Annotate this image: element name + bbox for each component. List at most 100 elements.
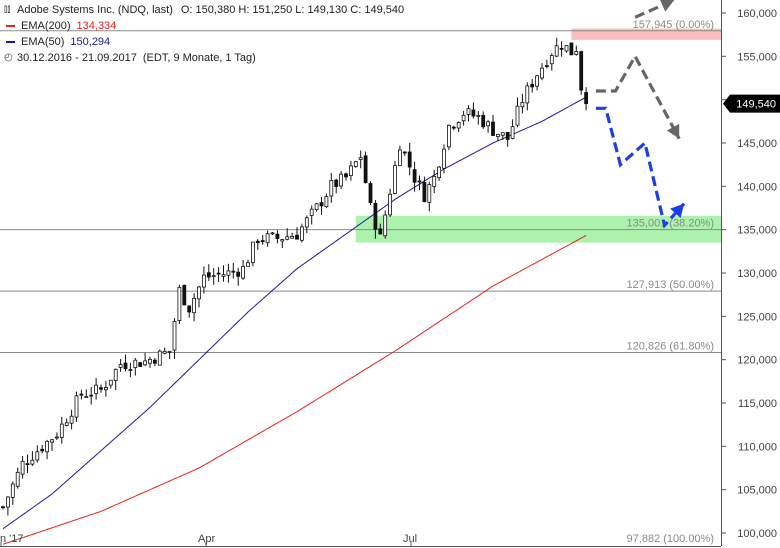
candle-body xyxy=(45,440,49,453)
candle-body xyxy=(123,362,128,370)
candle-body xyxy=(471,109,476,117)
x-tick-label: Apr xyxy=(198,533,215,545)
candle-body xyxy=(187,305,192,313)
candle-body xyxy=(128,369,133,371)
candle-body xyxy=(211,275,216,278)
candle-body xyxy=(505,132,510,140)
candle-body xyxy=(1,506,5,509)
candle-body xyxy=(6,496,10,508)
candle-body xyxy=(584,92,588,105)
candle-body xyxy=(30,459,35,465)
candle-body xyxy=(319,202,324,207)
candle-body xyxy=(15,471,20,487)
blue-scenario-arrow xyxy=(595,106,686,229)
candle-body xyxy=(510,126,515,139)
candle-body xyxy=(255,240,260,244)
candle-body xyxy=(368,183,373,204)
legend-period: ◴ 30.12.2016 - 21.09.2017 (EDT, 9 Monate… xyxy=(4,50,404,66)
candle-body xyxy=(402,151,407,154)
candle-body xyxy=(545,65,549,68)
candle-body xyxy=(74,395,79,418)
candle-body xyxy=(314,203,319,210)
candle-body xyxy=(329,180,334,197)
candle-body xyxy=(339,173,344,187)
candle-body xyxy=(84,396,89,398)
zones-layer xyxy=(355,28,721,243)
candle-body xyxy=(89,394,94,397)
candle-body xyxy=(118,364,123,368)
candle-body xyxy=(451,126,456,129)
candle-body xyxy=(182,284,187,306)
candle-body xyxy=(152,359,157,364)
candle-body xyxy=(275,233,280,239)
candle-body xyxy=(133,359,138,369)
candle-body xyxy=(270,232,275,235)
candle-body xyxy=(285,236,290,240)
candle-body xyxy=(461,114,466,122)
candle-body xyxy=(167,350,172,353)
ema50-path xyxy=(2,96,587,530)
candle-body xyxy=(295,234,299,240)
y-tick-label: 115,000 xyxy=(738,398,777,410)
candle-body xyxy=(500,132,505,136)
period-detail: (EDT, 9 Monate, 1 Tag) xyxy=(142,52,256,64)
y-axis: 100,000 105,000 110,000 115,000 120,000 125,0… xyxy=(721,8,777,540)
candle-body xyxy=(393,165,397,194)
candle-body xyxy=(201,274,206,288)
plot-frame xyxy=(0,0,722,547)
candle-body xyxy=(515,105,520,126)
candle-body xyxy=(69,415,74,424)
candle-body xyxy=(417,180,422,183)
y-tick-label: 140,000 xyxy=(737,181,777,193)
fibonacci-levels: 157,945 (0.00%) 135,001 (38.20%) 127,913 (… xyxy=(0,19,721,545)
legend-ema50[interactable]: EMA(50) 150,294 xyxy=(4,34,404,50)
candle-body xyxy=(344,173,348,178)
y-tick-label: 105,000 xyxy=(737,485,777,497)
candle-body xyxy=(324,196,329,208)
y-tick-label: 160,000 xyxy=(737,8,777,20)
y-tick-label: 100,000 xyxy=(737,528,777,540)
candle-body xyxy=(113,368,118,381)
candle-body xyxy=(535,75,539,87)
last-price-badge xyxy=(723,94,780,113)
candle-body xyxy=(549,55,554,65)
candle-body xyxy=(358,157,363,160)
fib-label: 135,001 (38.20%) xyxy=(627,218,714,230)
clock-icon: ◴ xyxy=(4,52,13,63)
y-tick-label: 110,000 xyxy=(738,441,777,453)
candle-body xyxy=(554,45,559,57)
x-tick-label: n '17 xyxy=(0,533,24,545)
candle-body xyxy=(407,151,412,168)
last-price-marker: 149,540 xyxy=(723,94,780,113)
ema200-value: 134,334 xyxy=(76,20,117,32)
candle-body xyxy=(373,202,378,230)
gray-scenario-arrow-head xyxy=(666,123,680,139)
legend-ema200[interactable]: EMA(200) 134,334 xyxy=(4,18,404,34)
candle-body xyxy=(309,208,314,216)
candle-body xyxy=(55,436,59,439)
candle-body xyxy=(530,83,535,88)
y-tick-label: 135,000 xyxy=(737,225,777,237)
candle-body xyxy=(236,271,241,277)
candle-body xyxy=(138,362,143,367)
candle-body xyxy=(299,226,304,241)
ema50-swatch xyxy=(6,41,15,43)
candle-body xyxy=(260,240,265,242)
candle-body xyxy=(192,297,197,314)
candle-body xyxy=(383,214,388,237)
candle-body xyxy=(221,274,226,277)
fib-label: 97,882 (100.00%) xyxy=(627,533,714,545)
candle-body xyxy=(148,359,152,364)
candle-body xyxy=(378,228,383,235)
candle-body xyxy=(397,149,402,167)
candle-body xyxy=(540,67,544,79)
candle-body xyxy=(290,236,295,239)
fib-label: 120,826 (61.80%) xyxy=(627,341,714,353)
candle-body xyxy=(246,262,250,267)
candle-body xyxy=(50,439,54,443)
candle-body xyxy=(388,193,393,216)
candle-body xyxy=(466,108,471,115)
ema50-label: EMA(50) xyxy=(21,36,65,48)
candle-body xyxy=(432,175,437,187)
